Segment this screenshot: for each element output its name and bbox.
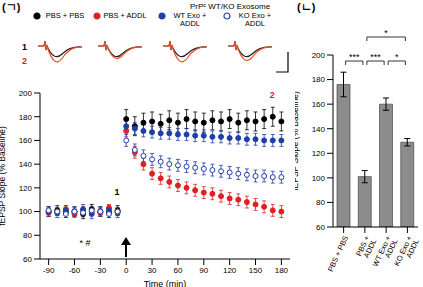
- html-text:PrPᶜ WT/KO Exosome: PrPᶜ WT/KO Exosome: [189, 2, 271, 11]
- svg-text:60: 60: [173, 266, 182, 275]
- svg-text:KO Exo +ADDL: KO Exo +ADDL: [392, 234, 415, 271]
- svg-text:80: 80: [23, 231, 32, 240]
- html-text:2: 2: [22, 56, 27, 66]
- svg-text:160: 160: [312, 100, 326, 109]
- svg-text:30: 30: [148, 266, 157, 275]
- svg-text:120: 120: [223, 266, 237, 275]
- html-text:(ㄴ): (ㄴ): [297, 1, 316, 13]
- svg-text:80: 80: [316, 198, 325, 207]
- svg-text:0: 0: [124, 266, 129, 275]
- svg-text:180: 180: [275, 266, 289, 275]
- svg-text:Time (min): Time (min): [144, 279, 187, 287]
- svg-text:120: 120: [312, 149, 326, 158]
- svg-text:120: 120: [19, 184, 33, 193]
- svg-text:150: 150: [249, 266, 263, 275]
- svg-text:200: 200: [19, 89, 33, 98]
- html-text:WT Exo + ADDL: WT Exo + ADDL: [173, 11, 207, 28]
- html-text:1: 1: [114, 187, 120, 198]
- svg-text:100: 100: [312, 174, 326, 183]
- html-text:ADDL: ADDL: [361, 237, 379, 260]
- svg-text:180: 180: [312, 75, 326, 84]
- svg-text:200: 200: [312, 51, 326, 60]
- svg-text:*: *: [395, 52, 399, 62]
- svg-text:-30: -30: [95, 266, 107, 275]
- svg-text:***: ***: [370, 52, 381, 62]
- svg-text:*: *: [384, 28, 388, 38]
- svg-text:90: 90: [199, 266, 208, 275]
- svg-text:180: 180: [19, 113, 33, 122]
- html-text:PBS + PBS: PBS + PBS: [45, 11, 85, 20]
- svg-text:140: 140: [312, 125, 326, 134]
- svg-text:***: ***: [349, 52, 360, 62]
- html-text:WT Exo +: WT Exo +: [370, 234, 393, 268]
- svg-text:60: 60: [23, 255, 32, 264]
- html-text:PBS + ADDL: PBS + ADDL: [103, 11, 147, 20]
- html-text:KO Exo + ADDL: KO Exo + ADDL: [238, 11, 272, 28]
- html-text:2: 2: [269, 90, 275, 101]
- svg-text:60: 60: [316, 223, 325, 232]
- html-text:(ㄱ): (ㄱ): [2, 1, 21, 13]
- svg-text:-90: -90: [43, 266, 55, 275]
- html-text:1: 1: [22, 42, 27, 52]
- svg-text:fEPSP Slope (% Baseline): fEPSP Slope (% Baseline): [295, 91, 300, 191]
- svg-text:-60: -60: [69, 266, 81, 275]
- svg-text:100: 100: [19, 207, 33, 216]
- svg-text:PBS + PBS: PBS + PBS: [326, 234, 350, 273]
- svg-text:160: 160: [19, 136, 33, 145]
- svg-text:140: 140: [19, 160, 33, 169]
- html-text:PBS +: PBS +: [354, 234, 372, 258]
